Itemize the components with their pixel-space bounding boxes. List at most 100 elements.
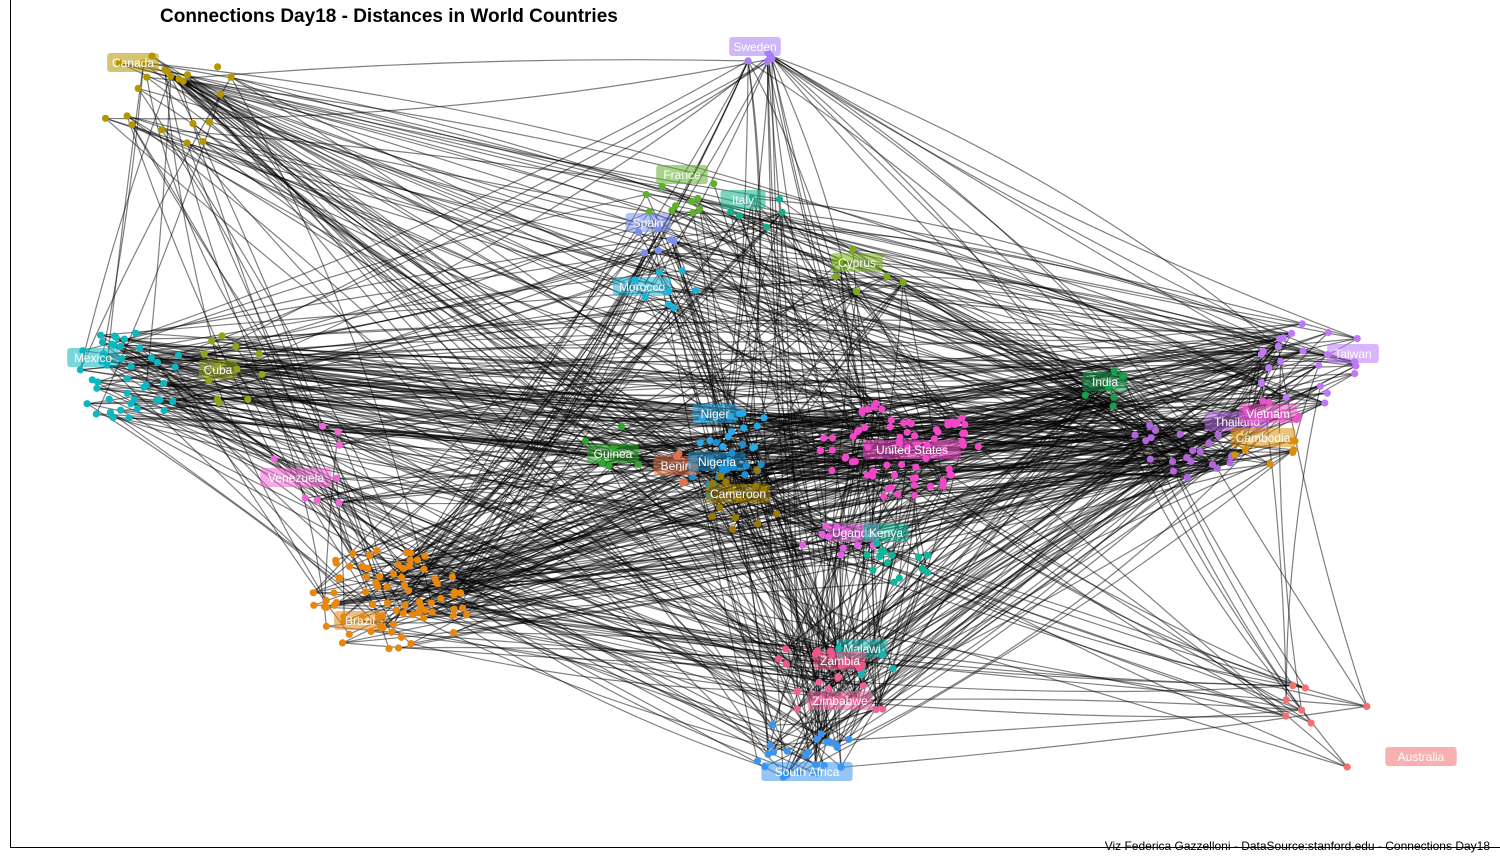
node-cuba-11 <box>258 370 266 379</box>
edge-brazil-morocco-40 <box>451 307 675 578</box>
edge-brazil-cambodia-150 <box>423 463 1271 619</box>
node-cameroon-13 <box>716 472 725 480</box>
label-text-cyprus: Cyprus <box>838 256 876 270</box>
node-kenya-6 <box>883 559 892 567</box>
edge-mexico-france-346 <box>120 193 647 348</box>
label-box-vietnam <box>1238 404 1298 423</box>
edge-taiwan-canada-562 <box>143 62 1287 399</box>
edge-cameroon-australia-558 <box>730 490 1367 707</box>
node-cyprus-4 <box>832 272 840 281</box>
node-brazil-79 <box>322 603 331 611</box>
label-venezuela: Venezuela <box>260 468 332 487</box>
edge-canada-guinea-861 <box>202 141 614 450</box>
node-brazil-52 <box>335 574 343 582</box>
edge-canada-australia-895 <box>151 55 1302 711</box>
label-cameroon: Cameroon <box>705 484 771 503</box>
label-cambodia: Cambodia <box>1230 428 1296 447</box>
edge-south_africa-cameroon-983 <box>763 489 810 753</box>
edge-south_africa-australia-1007 <box>769 709 1302 746</box>
edge-brazil-australia-166 <box>352 553 1286 717</box>
edge-thailand-india-764 <box>1108 386 1213 466</box>
node-brazil-17 <box>463 611 471 619</box>
edge-mexico-australia-444 <box>163 382 1287 717</box>
node-niger-5 <box>760 414 768 422</box>
label-box-brazil <box>334 611 386 630</box>
label-box-australia <box>1385 747 1457 766</box>
node-nigeria-7 <box>689 473 697 481</box>
node-brazil-61 <box>415 598 423 606</box>
node-cambodia-2 <box>1241 446 1249 454</box>
edge-south_africa-kenya-989 <box>799 557 920 773</box>
node-brazil-50 <box>362 573 370 581</box>
edge-mexico-canada-337 <box>95 94 222 415</box>
edge-mexico-morocco-360 <box>172 307 674 403</box>
edge-united_states-australia-331 <box>978 446 1348 768</box>
edge-taiwan-mexico-589 <box>121 328 1292 360</box>
node-canada-11 <box>161 66 169 74</box>
edge-india-australia-838 <box>1112 405 1303 711</box>
label-box-zimbabwe <box>807 691 873 710</box>
node-zimbabwe-13 <box>879 705 887 713</box>
node-guinea-1 <box>581 437 590 445</box>
edge-mexico-canada-338 <box>106 62 145 366</box>
edge-india-venezuela-802 <box>337 380 1114 433</box>
edge-south_africa-guinea-975 <box>608 465 788 752</box>
edge-thailand-cameroon-735 <box>776 467 1218 515</box>
node-zimbabwe-2 <box>834 672 842 681</box>
node-india-3 <box>1109 402 1117 410</box>
node-brazil-73 <box>421 606 429 614</box>
node-uganda-11 <box>839 544 847 552</box>
node-uganda-9 <box>799 541 807 549</box>
label-box-sweden <box>729 37 781 56</box>
node-brazil-44 <box>332 556 340 564</box>
node-france-3 <box>696 205 704 213</box>
node-brazil-37 <box>358 562 366 571</box>
node-brazil-39 <box>450 605 458 613</box>
node-kenya-1 <box>888 551 896 559</box>
node-kenya-10 <box>863 551 871 559</box>
edge-india-cuba-801 <box>211 340 1086 396</box>
label-text-canada: Canada <box>112 56 154 70</box>
node-malawi-5 <box>889 665 897 673</box>
label-sweden: Sweden <box>729 37 781 56</box>
edge-india-sweden-786 <box>769 54 1109 388</box>
edge-mexico-cameroon-393 <box>159 399 732 493</box>
node-thailand-7 <box>1147 434 1155 442</box>
label-text-zambia: Zambia <box>820 654 860 668</box>
node-uganda-2 <box>853 541 862 549</box>
edge-thailand-sweden-679 <box>747 60 1194 451</box>
edge-south_africa-australia-1006 <box>841 705 1367 768</box>
edge-south_africa-mexico-966 <box>130 403 831 743</box>
node-brazil-6 <box>428 608 436 616</box>
node-brazil-57 <box>400 581 409 589</box>
node-morocco-7 <box>665 300 673 309</box>
node-united_states-69 <box>887 416 895 424</box>
node-brazil-28 <box>420 565 428 573</box>
node-thailand-17 <box>1183 473 1191 481</box>
edge-canada-morocco-851 <box>230 76 670 292</box>
node-south_africa-12 <box>769 721 777 729</box>
node-france-4 <box>694 194 702 202</box>
node-thailand-0 <box>1131 431 1139 439</box>
node-thailand-15 <box>1169 467 1178 475</box>
node-cyprus-2 <box>899 278 907 287</box>
edge-zimbabwe-brazil-917 <box>371 630 858 702</box>
node-united_states-45 <box>961 420 969 429</box>
node-taiwan-15 <box>1316 382 1324 390</box>
node-brazil-65 <box>394 644 403 652</box>
node-mexico-20 <box>116 342 124 351</box>
edge-zimbabwe-cameroon-926 <box>734 517 822 699</box>
node-venezuela-6 <box>301 494 309 502</box>
node-united_states-35 <box>878 405 886 413</box>
label-text-brazil: Brazil <box>345 614 375 628</box>
edge-mexico-canada-339 <box>79 76 172 370</box>
label-text-taiwan: Taiwan <box>1334 347 1371 361</box>
label-text-mexico: Mexico <box>74 351 112 365</box>
node-mexico-23 <box>169 397 177 406</box>
label-box-united_states <box>863 440 961 459</box>
label-box-spain <box>625 213 671 232</box>
node-mexico-29 <box>117 406 125 414</box>
node-brazil-51 <box>399 609 408 617</box>
node-brazil-63 <box>413 556 422 564</box>
